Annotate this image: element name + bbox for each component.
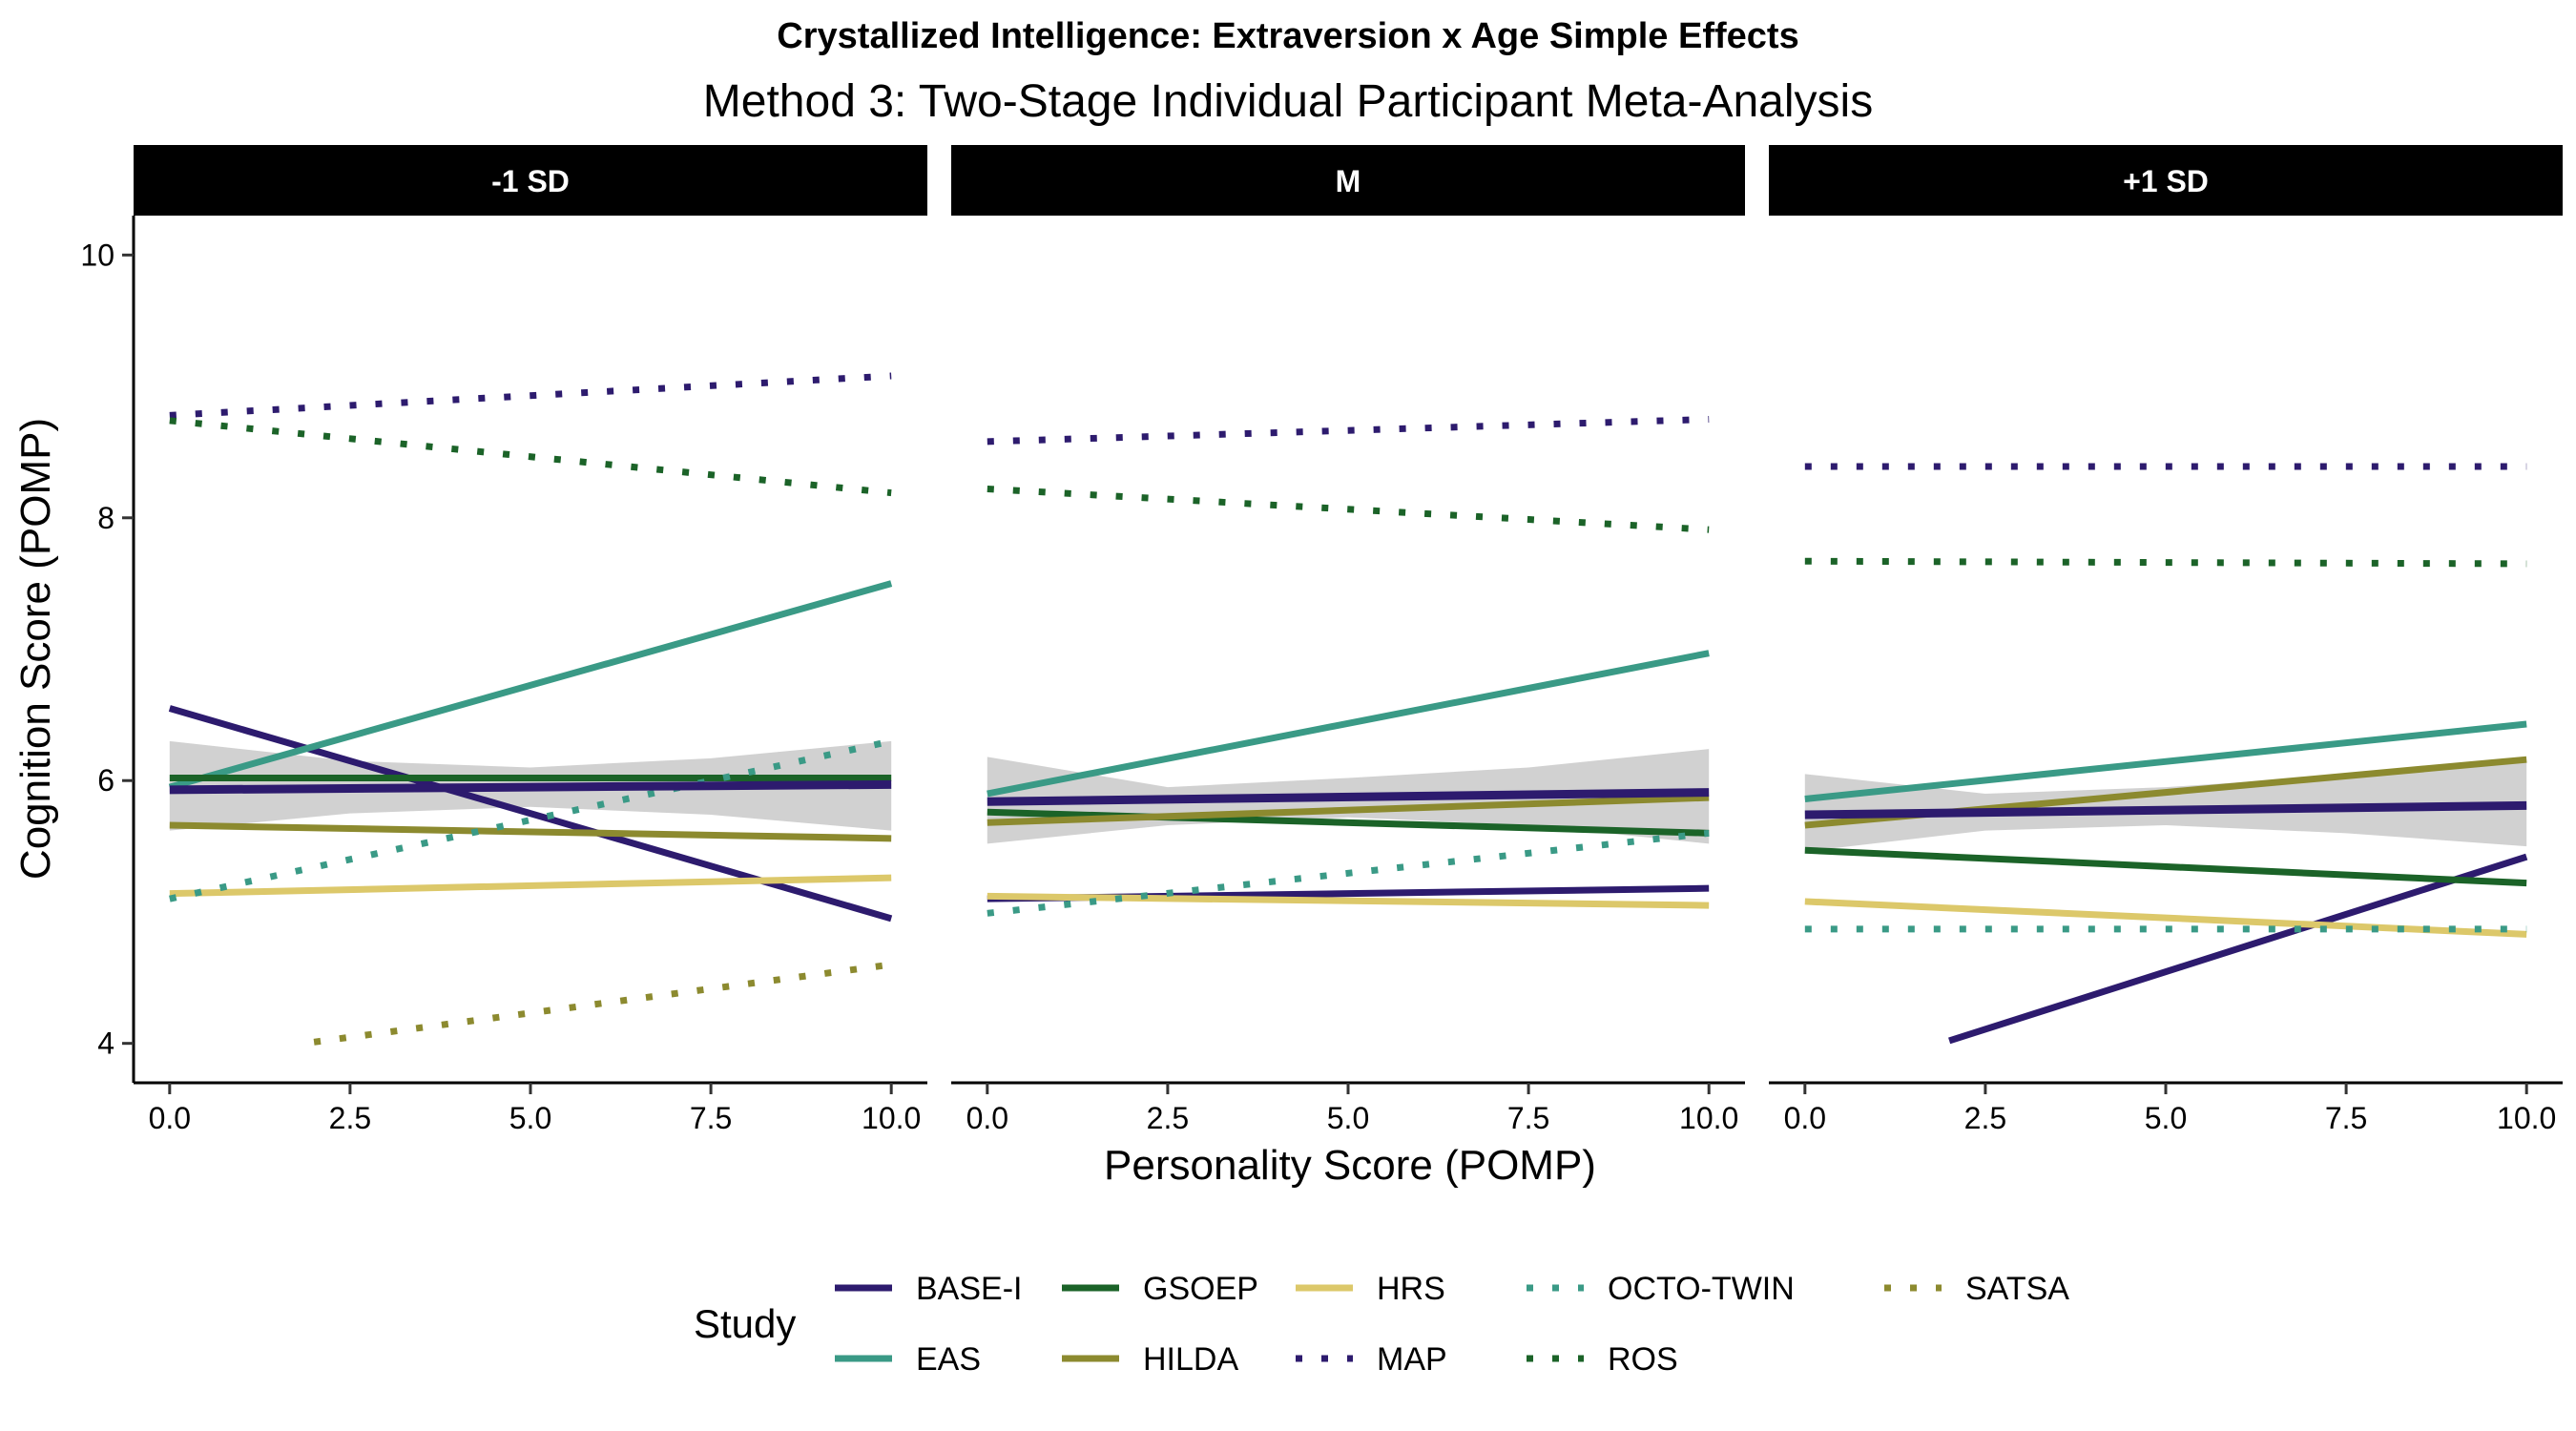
x-tick-label: 10.0 [862, 1101, 921, 1135]
legend-label: MAP [1377, 1341, 1447, 1378]
legend-item: OCTO-TWIN [1527, 1271, 1795, 1307]
chart-title: Crystallized Intelligence: Extraversion … [777, 16, 1798, 56]
overall-line [987, 788, 1710, 806]
x-tick-label: 5.0 [1327, 1101, 1369, 1135]
series-line-hrs [169, 874, 892, 898]
legend-label: SATSA [1965, 1271, 2069, 1307]
facet-strip [134, 145, 927, 216]
series-line-gsoep [1804, 846, 2527, 887]
x-tick-label: 10.0 [2497, 1101, 2556, 1135]
series-line-map [987, 415, 1710, 446]
facet-label: +1 SD [2123, 164, 2209, 198]
x-tick-label: 0.0 [966, 1101, 1008, 1135]
panel: +1 SD 0.0 2.5 5.0 7.5 10.0 [1769, 145, 2563, 1135]
series-line-hilda [987, 794, 1710, 826]
series-line-satsa [313, 961, 892, 1046]
legend-label: HRS [1377, 1271, 1445, 1307]
x-tick-label: 7.5 [1507, 1101, 1549, 1135]
legend-label: GSOEP [1143, 1271, 1258, 1307]
legend: Study BASE-I EAS GSOEP HILDA HRS MAP OCTO-TWIN… [694, 1271, 2069, 1378]
series-line-ros [169, 417, 892, 497]
facet-label: M [1336, 164, 1361, 198]
series-line-octo-twin [987, 829, 1710, 917]
legend-item: HILDA [1062, 1341, 1238, 1378]
legend-title: Study [694, 1301, 796, 1346]
overall-line [169, 779, 892, 795]
panel: M 0.0 2.5 5.0 7.5 10.0 [951, 145, 1745, 1135]
legend-item: ROS [1527, 1341, 1678, 1378]
x-tick-label: 7.5 [690, 1101, 732, 1135]
legend-item: BASE-I [835, 1271, 1022, 1307]
series-line-eas [168, 580, 893, 791]
facet-strip [951, 145, 1745, 216]
x-tick-label: 2.5 [329, 1101, 371, 1135]
x-tick-label: 10.0 [1679, 1101, 1738, 1135]
facet-label: -1 SD [491, 164, 570, 198]
y-tick-label: 4 [97, 1027, 114, 1061]
x-axis-title: Personality Score (POMP) [1104, 1142, 1596, 1189]
legend-item: MAP [1296, 1341, 1447, 1378]
series-line-hilda [169, 821, 892, 842]
legend-item: HRS [1296, 1271, 1445, 1307]
legend-label: ROS [1608, 1341, 1678, 1378]
legend-item: GSOEP [1062, 1271, 1258, 1307]
y-tick-label: 10 [80, 238, 114, 272]
series-line-ros [1804, 557, 2527, 568]
x-tick-label: 2.5 [1147, 1101, 1189, 1135]
legend-label: OCTO-TWIN [1608, 1271, 1795, 1307]
series-line-hrs [1804, 898, 2527, 938]
series-line-hrs [987, 892, 1710, 909]
x-tick-label: 0.0 [1784, 1101, 1826, 1135]
x-tick-label: 2.5 [1964, 1101, 2006, 1135]
legend-item: SATSA [1884, 1271, 2069, 1307]
legend-label: BASE-I [916, 1271, 1022, 1307]
legend-item: EAS [835, 1341, 981, 1378]
y-axis-title: Cognition Score (POMP) [12, 418, 59, 880]
legend-label: EAS [916, 1341, 981, 1378]
x-tick-label: 5.0 [509, 1101, 551, 1135]
panels: -1 SD 0.0 2.5 5.0 7.5 10.0 4 6 8 10 M 0.0 2.5 5.0 7.5 1… [80, 145, 2563, 1135]
facet-strip [1769, 145, 2563, 216]
y-tick-label: 8 [97, 501, 114, 535]
overall-line [1804, 800, 2527, 819]
series-line-eas [1804, 720, 2527, 802]
series-line-base-i [1948, 853, 2528, 1045]
x-tick-label: 5.0 [2145, 1101, 2187, 1135]
series-line-eas [987, 650, 1710, 798]
chart-subtitle: Method 3: Two-Stage Individual Participa… [703, 76, 1873, 127]
series-line-ros [987, 485, 1710, 533]
x-tick-label: 7.5 [2325, 1101, 2367, 1135]
panel: -1 SD 0.0 2.5 5.0 7.5 10.0 4 6 8 10 [80, 145, 927, 1135]
y-tick-label: 6 [97, 763, 114, 798]
x-tick-label: 0.0 [149, 1101, 191, 1135]
legend-label: HILDA [1143, 1341, 1238, 1378]
series-line-map [169, 372, 892, 419]
